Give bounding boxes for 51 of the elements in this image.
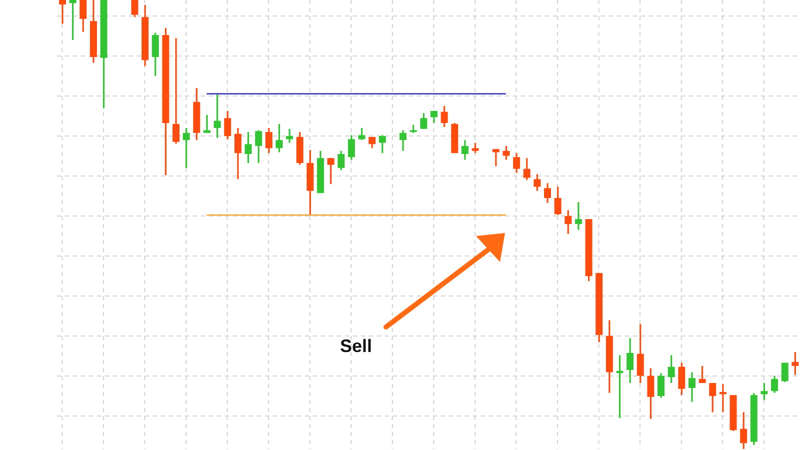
candlestick bbox=[348, 134, 355, 161]
candlestick bbox=[214, 93, 221, 139]
candlestick bbox=[781, 362, 788, 383]
candlestick bbox=[472, 142, 479, 154]
candlestick bbox=[234, 127, 242, 180]
candlestick bbox=[534, 173, 541, 192]
candlestick bbox=[244, 131, 252, 164]
candlestick bbox=[172, 37, 180, 144]
candlestick bbox=[626, 337, 634, 384]
candlestick bbox=[658, 372, 665, 399]
candlestick bbox=[276, 123, 283, 154]
candlestick bbox=[152, 32, 159, 77]
candlestick bbox=[574, 201, 582, 231]
candlestick bbox=[513, 152, 520, 174]
candlestick bbox=[378, 134, 386, 154]
candlestick bbox=[338, 150, 345, 171]
candlestick bbox=[678, 362, 686, 396]
candlestick bbox=[698, 365, 706, 384]
candlestick bbox=[709, 382, 716, 413]
candlestick bbox=[554, 186, 562, 216]
candlestick bbox=[688, 371, 696, 403]
candlestick bbox=[430, 110, 438, 124]
candlestick bbox=[523, 157, 530, 181]
annotation: Sell bbox=[340, 336, 372, 356]
candlestick bbox=[760, 382, 768, 401]
candlestick bbox=[440, 105, 448, 128]
candlestick bbox=[502, 145, 510, 161]
candlestick bbox=[224, 110, 232, 140]
candlestick bbox=[564, 209, 572, 235]
candlestick bbox=[492, 148, 500, 167]
candlestick bbox=[203, 114, 210, 134]
candlestick bbox=[771, 375, 778, 394]
candlestick bbox=[400, 129, 407, 152]
candlestick bbox=[131, 0, 138, 18]
candlestick bbox=[255, 129, 262, 164]
candlestick bbox=[544, 182, 552, 204]
candlestick bbox=[420, 112, 428, 130]
candlestick bbox=[740, 411, 748, 449]
candlestick bbox=[59, 0, 66, 25]
candlestick bbox=[69, 0, 76, 41]
candlestick bbox=[327, 157, 334, 185]
candlestick bbox=[647, 367, 654, 420]
candlestick bbox=[80, 0, 87, 33]
candlestick bbox=[182, 127, 190, 169]
candlestick bbox=[636, 323, 644, 384]
candlestick bbox=[668, 354, 675, 384]
candlestick bbox=[792, 351, 799, 376]
candlestick bbox=[358, 127, 366, 141]
candlestick bbox=[461, 139, 468, 161]
candlestick bbox=[286, 128, 294, 144]
candlestick bbox=[265, 127, 272, 154]
